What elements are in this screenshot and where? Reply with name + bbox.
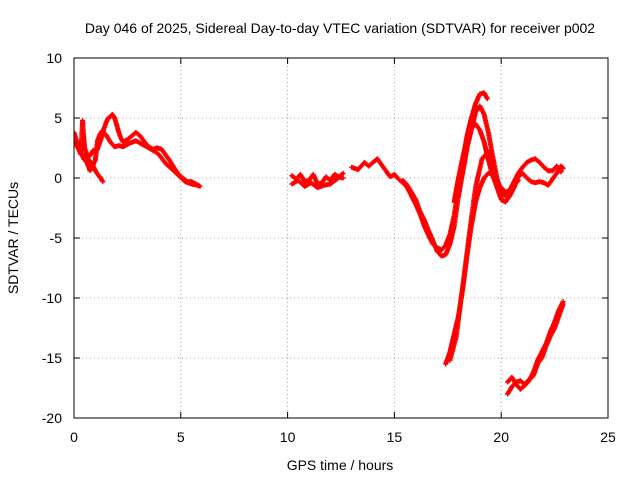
gridlines [74, 58, 608, 418]
data-markers [289, 171, 346, 187]
y-tick-label: -5 [50, 230, 63, 246]
x-tick-label: 20 [493, 429, 509, 445]
y-tick-label: 5 [54, 110, 62, 126]
data-trace [447, 149, 504, 363]
data-layer [74, 90, 566, 397]
tick-marks [73, 57, 609, 419]
data-trace [289, 170, 346, 191]
x-tick-label: 5 [177, 429, 185, 445]
data-markers [447, 149, 504, 363]
data-markers [505, 299, 566, 392]
y-tick-label: -15 [42, 350, 62, 366]
x-axis-label: GPS time / hours [287, 457, 394, 473]
y-tick-label: -10 [42, 290, 62, 306]
y-tick-label: 10 [46, 50, 62, 66]
data-markers [289, 170, 346, 191]
x-tick-labels: 0 5 10 15 20 25 [70, 429, 616, 445]
data-markers [400, 103, 564, 259]
x-tick-label: 15 [387, 429, 403, 445]
data-trace [505, 299, 566, 392]
data-trace [289, 171, 346, 187]
chart-title: Day 046 of 2025, Sidereal Day-to-day VTE… [85, 20, 595, 36]
x-tick-label: 10 [280, 429, 296, 445]
x-tick-label: 25 [600, 429, 616, 445]
data-markers [82, 151, 106, 185]
data-trace [400, 103, 564, 259]
x-tick-label: 0 [70, 429, 78, 445]
y-tick-labels: 10 5 0 -5 -10 -15 -20 [42, 50, 62, 426]
data-trace [82, 151, 106, 185]
y-axis-label: SDTVAR / TECUs [5, 182, 21, 294]
y-tick-label: -20 [42, 410, 62, 426]
y-tick-label: 0 [54, 170, 62, 186]
